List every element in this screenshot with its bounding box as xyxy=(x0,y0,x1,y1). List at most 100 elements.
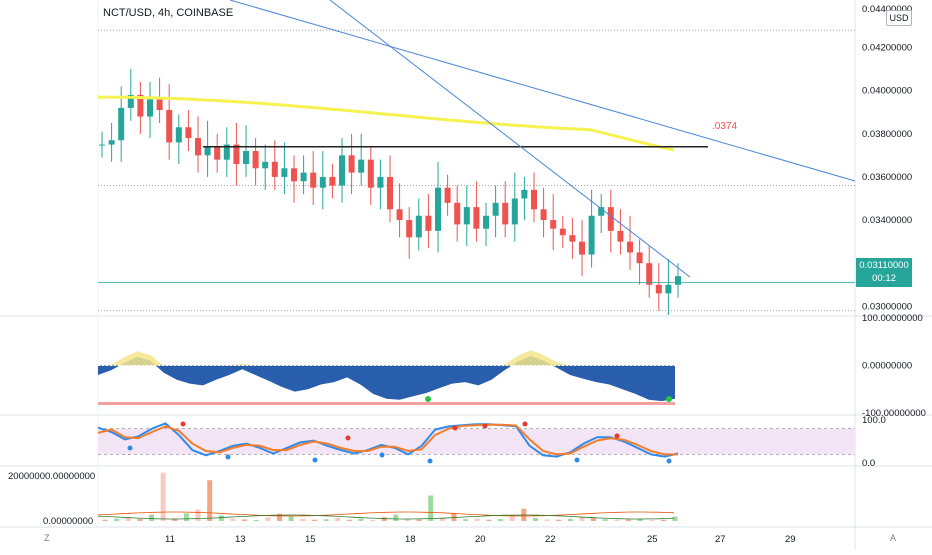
candle-body xyxy=(550,220,557,229)
oscillator-tick-label: 0.00000000 xyxy=(862,361,912,372)
candle-body xyxy=(540,209,547,221)
candle-body xyxy=(300,172,307,182)
volume-bar xyxy=(230,518,236,521)
stoch-signal-dot xyxy=(379,452,385,458)
stoch-signal-dot xyxy=(180,421,186,427)
candle-body xyxy=(243,151,249,164)
candle-body xyxy=(511,198,518,225)
candle-body xyxy=(425,215,432,231)
price-tick-label-top: 0.04400000 xyxy=(862,4,912,15)
volume-bar xyxy=(125,517,131,521)
volume-bar xyxy=(381,517,387,521)
volume-bar xyxy=(242,519,248,521)
volume-bar xyxy=(253,519,259,521)
candle-body xyxy=(665,284,672,294)
volume-ma-line xyxy=(97,514,675,520)
volume-bar xyxy=(149,514,155,521)
current-price-value: 0.03110000 xyxy=(859,260,909,271)
volume-bar xyxy=(172,518,178,521)
candle-body xyxy=(166,110,173,143)
candle-body xyxy=(118,107,125,141)
stoch-signal-dot xyxy=(427,458,433,464)
candle-body xyxy=(281,168,288,177)
stoch-tick-label: 100.0 xyxy=(862,415,886,426)
volume-bar xyxy=(207,480,213,521)
time-tick-label: 25 xyxy=(647,534,658,545)
volume-bar xyxy=(160,472,166,521)
volume-tick-label: 0.00000000 xyxy=(43,516,93,527)
volume-bar xyxy=(393,514,399,521)
candle-body xyxy=(531,189,537,210)
candle-body xyxy=(310,172,317,188)
volume-bar xyxy=(591,517,597,521)
candle-body xyxy=(127,94,134,108)
volume-bar xyxy=(428,495,434,521)
stoch-signal-dot xyxy=(522,421,528,427)
time-tick-label: 18 xyxy=(405,534,416,545)
volume-bar xyxy=(416,519,422,521)
stoch-signal-dot xyxy=(666,458,672,464)
volume-bar xyxy=(451,513,457,521)
zoom-button[interactable]: Z xyxy=(44,533,50,543)
candle-body xyxy=(483,215,489,229)
candle-body xyxy=(655,284,662,294)
candle-body xyxy=(415,215,422,238)
volume-bar xyxy=(486,519,492,521)
oscillator-area xyxy=(98,356,675,402)
volume-bar xyxy=(556,519,562,521)
candle-body xyxy=(291,168,297,182)
oscillator-tick-label: 100.00000000 xyxy=(862,313,923,324)
time-tick-label: 15 xyxy=(305,534,316,545)
candle-body xyxy=(406,220,413,238)
candle-body xyxy=(99,144,105,146)
oscillator-dot xyxy=(425,396,431,402)
candle-body xyxy=(588,215,595,255)
oscillator-dot xyxy=(666,396,672,402)
time-tick-label: 20 xyxy=(475,534,486,545)
volume-bar xyxy=(183,513,189,521)
volume-bar xyxy=(346,519,352,521)
candle-body xyxy=(358,159,365,173)
candle-body xyxy=(175,127,182,143)
time-tick-label: 29 xyxy=(785,534,796,545)
candle-body xyxy=(396,209,403,221)
currency-badge[interactable]: USD xyxy=(886,10,912,26)
candle-body xyxy=(339,155,345,186)
oscillator-state-bar xyxy=(98,402,675,405)
price-tick-label: 0.03400000 xyxy=(862,215,912,226)
candle-body xyxy=(214,146,221,160)
volume-bar xyxy=(404,518,410,521)
volume-bar xyxy=(265,517,271,521)
stoch-signal-dot xyxy=(312,457,318,463)
volume-bar xyxy=(218,515,224,521)
candle-body xyxy=(569,235,576,242)
candle-body xyxy=(147,99,153,117)
volume-bar xyxy=(579,517,585,521)
volume-ma-line xyxy=(97,511,675,517)
volume-bar xyxy=(614,519,620,521)
candle-body xyxy=(559,228,566,236)
candle-body xyxy=(473,207,480,229)
price-tick-label: 0.03600000 xyxy=(862,172,912,183)
candle-body xyxy=(444,187,451,203)
volume-bar xyxy=(370,519,376,521)
candle-body xyxy=(454,202,461,225)
volume-bar xyxy=(137,518,143,521)
auto-scale-button[interactable]: A xyxy=(890,533,897,543)
candle-body xyxy=(492,202,499,216)
volume-bar xyxy=(114,518,120,521)
stoch-signal-dot xyxy=(452,425,458,431)
volume-bar xyxy=(660,519,666,521)
price-tick-label: 0.03000000 xyxy=(862,301,912,312)
time-tick-label: 27 xyxy=(715,534,726,545)
candle-body xyxy=(521,189,528,199)
moving-average-line xyxy=(98,95,675,152)
time-tick-label: 11 xyxy=(165,534,175,545)
candle-body xyxy=(387,176,393,210)
volume-bar xyxy=(276,513,282,521)
candle-body xyxy=(617,230,624,242)
volume-bar xyxy=(358,518,364,521)
volume-bar xyxy=(602,519,608,521)
